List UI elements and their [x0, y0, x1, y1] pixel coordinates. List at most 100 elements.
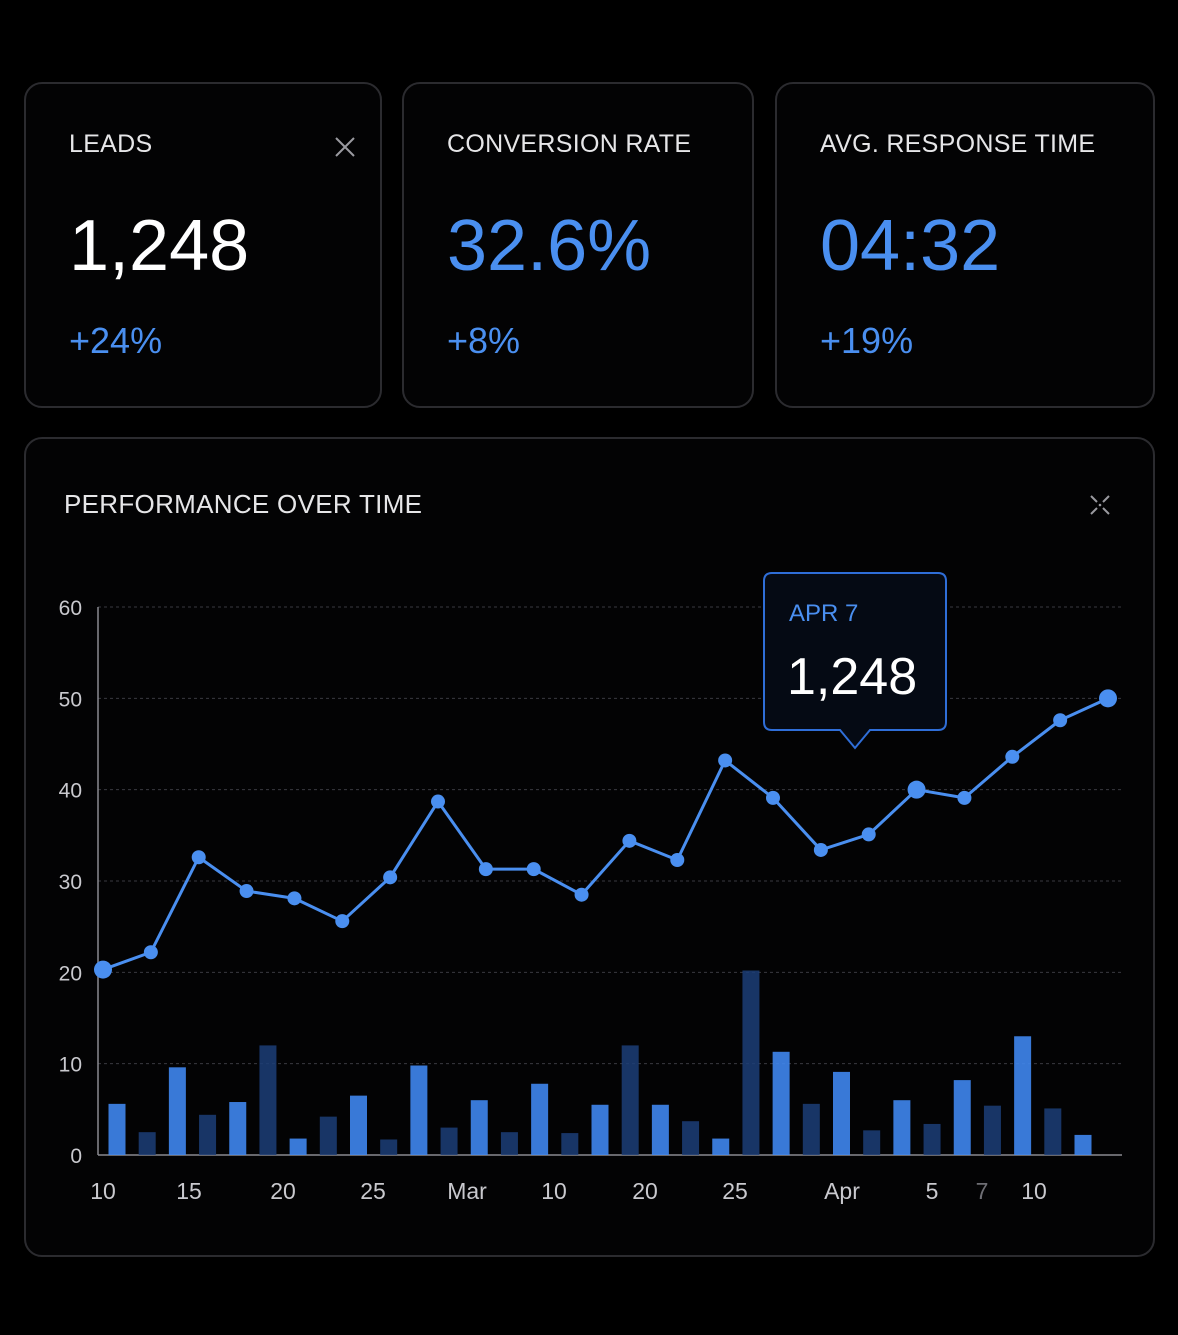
bar: [500, 1132, 518, 1155]
data-point: [718, 753, 733, 768]
bar: [682, 1121, 700, 1155]
bar: [561, 1133, 579, 1155]
bar: [742, 970, 760, 1155]
x-tick-label: Apr: [824, 1178, 860, 1204]
bar: [229, 1102, 247, 1155]
bar: [1074, 1134, 1092, 1155]
y-tick-label: 30: [59, 871, 82, 894]
bar: [863, 1130, 881, 1155]
bar: [621, 1045, 639, 1155]
kpi-value: 32.6%: [447, 206, 652, 286]
y-tick-label: 10: [59, 1054, 82, 1077]
bar: [440, 1127, 458, 1155]
data-point: [431, 794, 445, 809]
bar: [1044, 1108, 1062, 1155]
bar: [953, 1080, 971, 1155]
data-point: [622, 833, 637, 848]
data-point: [143, 945, 158, 960]
bar: [259, 1045, 277, 1155]
x-tick-label: 25: [722, 1178, 748, 1204]
kpi-value: 1,248: [69, 206, 250, 286]
data-point: [478, 862, 493, 877]
bar: [138, 1132, 156, 1155]
bar: [168, 1067, 186, 1155]
chart-tooltip: APR 7 1,248: [763, 572, 947, 750]
y-tick-label: 60: [59, 597, 82, 620]
close-icon[interactable]: [333, 135, 357, 159]
x-tick-label: 5: [926, 1178, 939, 1204]
x-tick-label: 10: [1021, 1178, 1047, 1204]
tooltip-box: [763, 572, 947, 750]
kpi-label: CONVERSION RATE: [447, 130, 692, 158]
bar: [289, 1138, 307, 1155]
data-point: [861, 827, 876, 842]
bar: [983, 1105, 1001, 1155]
x-tick-label: 10: [541, 1178, 567, 1204]
tooltip-value: 1,248: [787, 648, 917, 706]
kpi-value: 04:32: [820, 206, 1001, 286]
bar: [410, 1065, 428, 1155]
x-tick-label: 20: [632, 1178, 658, 1204]
bar: [531, 1083, 549, 1155]
line-series: [102, 696, 1109, 972]
y-tick-label: 40: [59, 780, 82, 803]
bar: [893, 1100, 911, 1155]
bar: [802, 1103, 820, 1155]
data-point: [191, 850, 206, 865]
bar: [470, 1100, 488, 1155]
kpi-card-leads: LEADS 1,248 +24%: [24, 82, 382, 408]
grid: [97, 606, 1122, 1156]
series-line: [102, 696, 1109, 972]
x-tick-label: 15: [176, 1178, 202, 1204]
kpi-label: LEADS: [69, 130, 153, 158]
y-tick-label: 50: [59, 688, 82, 711]
data-point: [526, 862, 541, 877]
bar: [1014, 1036, 1032, 1155]
data-point: [957, 790, 972, 805]
y-axis-ticks: 60 50 40 30 20 10 0: [59, 597, 82, 1168]
data-point: [239, 884, 254, 899]
data-point: [574, 887, 589, 902]
x-tick-label: Mar: [447, 1178, 487, 1204]
close-icon[interactable]: [1088, 493, 1112, 517]
data-point: [335, 914, 350, 929]
data-point: [94, 960, 112, 979]
bar: [319, 1116, 337, 1155]
bar: [833, 1071, 850, 1155]
kpi-card-avg-response-time: AVG. RESPONSE TIME 04:32 +19%: [775, 82, 1155, 408]
x-axis-ticks: 10 15 20 25 Mar 10 20 25 Apr 5 7 10: [90, 1178, 1047, 1204]
x-tick-label: 25: [360, 1178, 386, 1204]
bar: [712, 1138, 730, 1155]
kpi-delta: +19%: [820, 320, 914, 361]
bar: [923, 1123, 941, 1155]
kpi-delta: +8%: [447, 320, 521, 361]
kpi-label: AVG. RESPONSE TIME: [820, 130, 1096, 158]
bar: [772, 1051, 790, 1155]
data-point: [907, 780, 926, 799]
bar: [108, 1103, 126, 1155]
bar: [199, 1114, 217, 1155]
data-point: [1005, 749, 1020, 764]
bar: [651, 1104, 669, 1155]
bar: [380, 1139, 398, 1155]
tooltip-date: APR 7: [789, 600, 858, 627]
x-tick-label: 20: [270, 1178, 296, 1204]
data-point: [766, 790, 780, 805]
data-point: [287, 891, 302, 906]
bar-series: [108, 970, 1092, 1155]
data-point: [670, 852, 685, 867]
data-point: [383, 870, 398, 885]
data-point: [813, 842, 828, 857]
y-tick-label: 20: [59, 962, 82, 985]
chart-title: PERFORMANCE OVER TIME: [64, 489, 423, 519]
y-tick-label: 0: [70, 1145, 82, 1168]
x-tick-label: 10: [90, 1178, 116, 1204]
kpi-card-conversion-rate: CONVERSION RATE 32.6% +8%: [402, 82, 754, 408]
x-tick-label: 7: [976, 1178, 989, 1204]
kpi-delta: +24%: [69, 320, 163, 361]
bar: [350, 1095, 367, 1155]
bar: [591, 1104, 609, 1155]
data-point: [1099, 689, 1117, 708]
line-points: [94, 689, 1117, 979]
